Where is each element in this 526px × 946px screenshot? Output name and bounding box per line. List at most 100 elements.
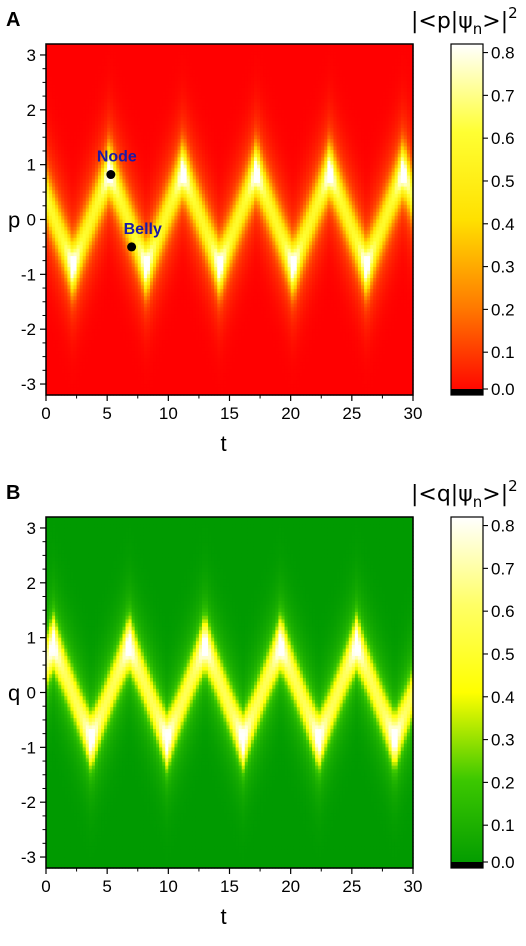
- heatmap-cell: [49, 267, 53, 272]
- heatmap-cell: [140, 142, 145, 147]
- heatmap-cell: [146, 84, 151, 89]
- heatmap-cell: [101, 109, 105, 115]
- heatmap-cell: [153, 354, 157, 360]
- heatmap-cell: [153, 58, 157, 63]
- heatmap-cell: [156, 51, 160, 56]
- heatmap-cell: [122, 223, 127, 228]
- heatmap-cell: [177, 150, 182, 155]
- heatmap-cell: [128, 87, 133, 93]
- heatmap-cell: [79, 241, 84, 246]
- heatmap-cell: [186, 146, 191, 151]
- heatmap-cell: [168, 226, 172, 232]
- heatmap-cell: [107, 87, 111, 93]
- heatmap-cell: [186, 168, 191, 173]
- heatmap-cell: [195, 124, 200, 129]
- heatmap-cell: [156, 109, 160, 115]
- heatmap-cell: [131, 376, 136, 381]
- heatmap-cell: [88, 321, 93, 327]
- heatmap-cell: [156, 248, 160, 254]
- heatmap-cell: [146, 58, 151, 63]
- heatmap-cell: [101, 139, 105, 144]
- heatmap-cell: [195, 329, 200, 334]
- heatmap-cell: [131, 142, 136, 147]
- heatmap-cell: [140, 234, 145, 239]
- heatmap-cell: [73, 62, 78, 67]
- heatmap-cell: [165, 321, 169, 327]
- heatmap-cell: [201, 336, 206, 341]
- heatmap-cell: [140, 69, 145, 74]
- heatmap-cell: [174, 384, 179, 389]
- heatmap-cell: [119, 98, 124, 104]
- heatmap-cell: [186, 318, 191, 323]
- heatmap-cell: [107, 124, 111, 129]
- heatmap-cell: [119, 329, 124, 334]
- heatmap-cell: [162, 98, 166, 104]
- heatmap-cell: [205, 44, 209, 49]
- heatmap-cell: [110, 190, 114, 195]
- heatmap-cell: [131, 95, 136, 100]
- heatmap-cell: [201, 157, 206, 162]
- heatmap-cell: [61, 157, 65, 162]
- heatmap-cell: [46, 234, 50, 239]
- heatmap-cell: [113, 292, 117, 297]
- heatmap-cell: [113, 299, 117, 305]
- heatmap-cell: [140, 117, 145, 122]
- heatmap-cell: [104, 51, 108, 56]
- heatmap-cell: [76, 186, 81, 191]
- heatmap-cell: [143, 369, 148, 374]
- heatmap-cell: [101, 73, 105, 78]
- heatmap-cell: [146, 161, 151, 166]
- heatmap-cell: [85, 175, 90, 180]
- heatmap-cell: [61, 171, 65, 177]
- heatmap-cell: [201, 168, 206, 173]
- heatmap-cell: [134, 190, 139, 195]
- heatmap-cell: [107, 84, 111, 89]
- heatmap-cell: [149, 332, 154, 338]
- heatmap-cell: [143, 193, 148, 199]
- heatmap-cell: [149, 343, 154, 349]
- heatmap-cell: [134, 131, 139, 137]
- heatmap-cell: [46, 373, 50, 378]
- heatmap-cell: [91, 358, 96, 363]
- heatmap-cell: [104, 193, 108, 199]
- heatmap-cell: [140, 186, 145, 191]
- heatmap-cell: [171, 54, 176, 60]
- heatmap-cell: [49, 351, 53, 356]
- heatmap-cell: [165, 354, 169, 360]
- heatmap-cell: [101, 343, 105, 349]
- heatmap-cell: [143, 223, 148, 228]
- heatmap-cell: [107, 310, 111, 316]
- heatmap-cell: [49, 197, 53, 202]
- heatmap-cell: [88, 69, 93, 74]
- heatmap-cell: [82, 259, 87, 264]
- heatmap-cell: [131, 146, 136, 151]
- heatmap-cell: [137, 168, 142, 173]
- heatmap-cell: [55, 109, 59, 115]
- heatmap-cell: [186, 373, 191, 378]
- heatmap-cell: [168, 362, 172, 367]
- heatmap-cell: [186, 241, 191, 246]
- heatmap-cell: [64, 256, 69, 261]
- heatmap-cell: [61, 87, 65, 93]
- heatmap-cell: [131, 230, 136, 235]
- heatmap-cell: [58, 267, 62, 272]
- heatmap-cell: [122, 193, 127, 199]
- heatmap-cell: [198, 80, 203, 85]
- heatmap-cell: [58, 153, 62, 158]
- heatmap-cell: [73, 98, 78, 104]
- heatmap-cell: [94, 135, 99, 140]
- heatmap-cell: [85, 241, 90, 246]
- heatmap-cell: [156, 76, 160, 82]
- heatmap-cell: [195, 146, 200, 151]
- heatmap-cell: [131, 373, 136, 378]
- heatmap-cell: [119, 65, 124, 71]
- heatmap-cell: [119, 164, 124, 169]
- heatmap-cell: [119, 223, 124, 228]
- heatmap-cell: [101, 62, 105, 67]
- heatmap-cell: [79, 336, 84, 341]
- heatmap-cell: [171, 285, 176, 290]
- heatmap-cell: [201, 252, 206, 257]
- heatmap-cell: [94, 219, 99, 224]
- heatmap-cell: [94, 44, 99, 49]
- heatmap-cell: [137, 321, 142, 327]
